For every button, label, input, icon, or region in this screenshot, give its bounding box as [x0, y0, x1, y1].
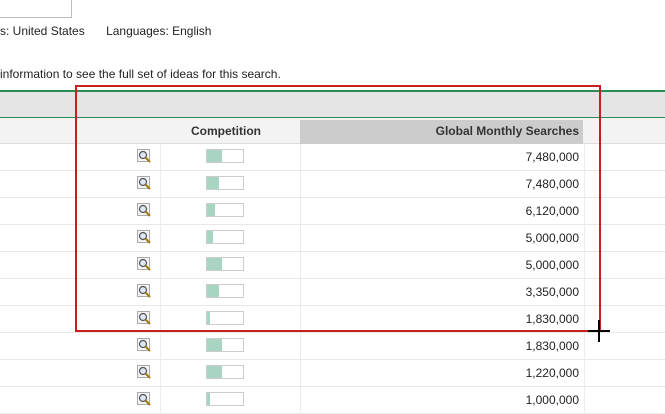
magnifier-icon[interactable]	[137, 284, 151, 298]
competition-bar	[206, 338, 244, 352]
magnifier-icon[interactable]	[137, 365, 151, 379]
competition-fill	[207, 366, 223, 378]
global-monthly-searches-value: 1,220,000	[525, 366, 579, 380]
competition-bar	[206, 365, 244, 379]
table-row: 7,480,000	[0, 144, 665, 171]
competition-bar	[206, 230, 244, 244]
competition-bar	[206, 284, 244, 298]
competition-fill	[207, 285, 219, 297]
competition-fill	[207, 150, 223, 162]
global-monthly-searches-value: 7,480,000	[525, 177, 579, 191]
magnifier-icon[interactable]	[137, 392, 151, 406]
magnifier-icon[interactable]	[137, 230, 151, 244]
global-monthly-searches-value: 1,830,000	[525, 339, 579, 353]
global-monthly-searches-value: 3,350,000	[525, 285, 579, 299]
table-row: 5,000,000	[0, 252, 665, 279]
crosshair-cursor-icon	[588, 320, 610, 342]
divider	[0, 90, 665, 92]
competition-fill	[207, 312, 210, 324]
magnifier-icon[interactable]	[137, 149, 151, 163]
table-row: 7,480,000	[0, 171, 665, 198]
table-row: 3,350,000	[0, 279, 665, 306]
table-row: 5,000,000	[0, 225, 665, 252]
magnifier-icon[interactable]	[137, 338, 151, 352]
table-toolbar	[0, 92, 665, 117]
competition-bar	[206, 311, 244, 325]
global-monthly-searches-value: 7,480,000	[525, 150, 579, 164]
table-row: 1,830,000	[0, 306, 665, 333]
competition-fill	[207, 204, 215, 216]
global-monthly-searches-value: 5,000,000	[525, 258, 579, 272]
competition-bar	[206, 176, 244, 190]
competition-bar	[206, 149, 244, 163]
filter-summary: s: United States Languages: English	[0, 24, 229, 38]
column-divider	[300, 144, 301, 414]
table-row: 6,120,000	[0, 198, 665, 225]
column-header-competition[interactable]: Competition	[191, 124, 261, 138]
magnifier-icon[interactable]	[137, 257, 151, 271]
competition-bar	[206, 203, 244, 217]
competition-fill	[207, 231, 214, 243]
global-monthly-searches-value: 6,120,000	[525, 204, 579, 218]
column-header-global-monthly-searches[interactable]: Global Monthly Searches	[300, 120, 583, 144]
highlight-rectangle	[75, 85, 601, 332]
info-text: information to see the full set of ideas…	[0, 67, 281, 81]
magnifier-icon[interactable]	[137, 176, 151, 190]
competition-fill	[207, 393, 210, 405]
competition-fill	[207, 177, 219, 189]
table-row: 1,220,000	[0, 360, 665, 387]
column-divider	[160, 144, 161, 414]
global-monthly-searches-value: 1,000,000	[525, 393, 579, 407]
global-monthly-searches-value: 5,000,000	[525, 231, 579, 245]
magnifier-icon[interactable]	[137, 311, 151, 325]
magnifier-icon[interactable]	[137, 203, 151, 217]
locations-label: s: United States	[0, 24, 85, 38]
competition-fill	[207, 339, 223, 351]
column-divider	[584, 144, 585, 414]
languages-label: Languages: English	[106, 24, 212, 38]
table-row: 1,830,000	[0, 333, 665, 360]
search-input[interactable]	[0, 0, 72, 18]
competition-bar	[206, 392, 244, 406]
competition-fill	[207, 258, 223, 270]
competition-bar	[206, 257, 244, 271]
global-monthly-searches-value: 1,830,000	[525, 312, 579, 326]
divider	[0, 117, 665, 118]
